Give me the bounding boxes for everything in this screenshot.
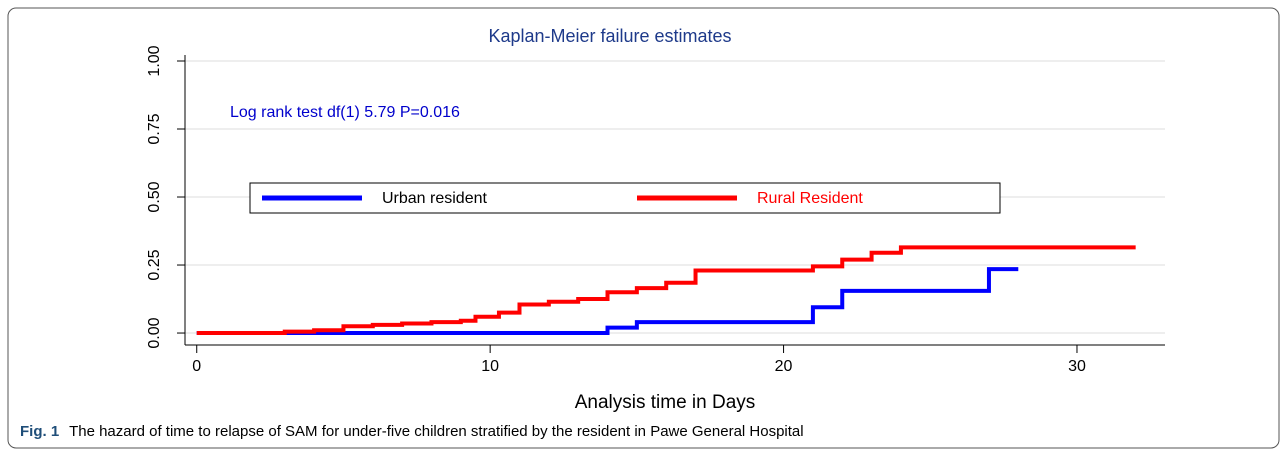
- legend-label: Urban resident: [382, 190, 488, 207]
- y-tick-label: 0.00: [146, 317, 163, 348]
- survival-line: [196, 245, 1136, 336]
- caption-label: Fig. 1: [20, 423, 59, 440]
- y-tick-label: 0.25: [146, 249, 163, 280]
- legend-label: Rural Resident: [757, 190, 863, 207]
- chart-title: Kaplan-Meier failure estimates: [488, 26, 731, 46]
- x-tick-label: 20: [775, 358, 793, 375]
- x-tick-label: 30: [1068, 358, 1086, 375]
- caption-text: The hazard of time to relapse of SAM for…: [69, 423, 804, 440]
- survival-line: [196, 267, 1019, 336]
- y-tick-label: 1.00: [146, 45, 163, 76]
- annotation: Log rank test df(1) 5.79 P=0.016: [230, 104, 460, 121]
- y-tick-label: 0.75: [146, 113, 163, 144]
- x-axis-label: Analysis time in Days: [575, 392, 756, 413]
- figure-frame: [7, 7, 1280, 449]
- caption: Fig. 1 The hazard of time to relapse of …: [20, 423, 804, 440]
- y-tick-label: 0.50: [146, 181, 163, 212]
- legend-box: [249, 182, 1001, 214]
- x-tick-label: 0: [192, 358, 201, 375]
- x-tick-label: 10: [481, 358, 499, 375]
